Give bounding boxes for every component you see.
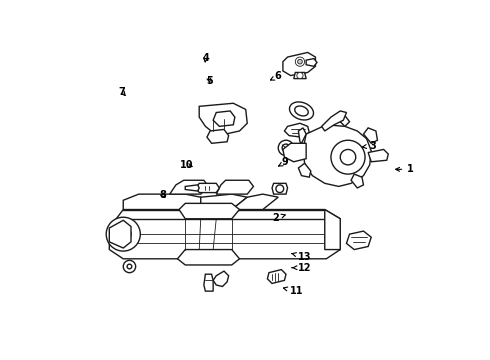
- Polygon shape: [196, 183, 220, 193]
- Polygon shape: [283, 143, 306, 162]
- Text: 7: 7: [119, 87, 125, 97]
- Polygon shape: [325, 210, 340, 249]
- Polygon shape: [285, 123, 309, 137]
- Polygon shape: [199, 103, 247, 134]
- Polygon shape: [298, 128, 306, 143]
- Polygon shape: [321, 111, 346, 131]
- Polygon shape: [283, 53, 316, 76]
- Text: 6: 6: [270, 72, 281, 81]
- Circle shape: [340, 149, 356, 165]
- Circle shape: [331, 140, 365, 174]
- Text: 4: 4: [202, 53, 209, 63]
- Polygon shape: [109, 210, 340, 259]
- Polygon shape: [201, 194, 247, 210]
- Polygon shape: [179, 203, 240, 219]
- Polygon shape: [185, 185, 199, 191]
- Polygon shape: [298, 163, 311, 177]
- Polygon shape: [294, 72, 306, 78]
- Circle shape: [297, 72, 303, 78]
- Circle shape: [278, 140, 294, 156]
- Circle shape: [282, 144, 290, 152]
- Polygon shape: [346, 231, 371, 249]
- Text: 13: 13: [292, 252, 311, 262]
- Polygon shape: [207, 130, 229, 143]
- Circle shape: [106, 217, 140, 251]
- Circle shape: [297, 59, 302, 64]
- Circle shape: [295, 57, 305, 66]
- Text: 1: 1: [395, 164, 414, 174]
- Text: 11: 11: [283, 286, 303, 296]
- Polygon shape: [216, 180, 253, 194]
- Polygon shape: [177, 249, 240, 265]
- Text: 2: 2: [272, 213, 285, 223]
- Polygon shape: [170, 180, 209, 194]
- Text: 10: 10: [180, 160, 194, 170]
- Text: 8: 8: [160, 190, 167, 200]
- Text: 3: 3: [363, 141, 376, 151]
- Polygon shape: [204, 274, 213, 291]
- Circle shape: [127, 264, 132, 269]
- Polygon shape: [232, 194, 278, 210]
- Text: 9: 9: [279, 157, 289, 167]
- Polygon shape: [306, 59, 317, 66]
- Polygon shape: [213, 271, 229, 287]
- Polygon shape: [268, 270, 286, 283]
- Circle shape: [276, 185, 284, 193]
- Text: 12: 12: [292, 263, 311, 273]
- Polygon shape: [368, 149, 388, 162]
- Polygon shape: [213, 111, 235, 126]
- Polygon shape: [303, 125, 371, 186]
- Polygon shape: [123, 194, 201, 210]
- Polygon shape: [109, 220, 131, 248]
- Circle shape: [123, 260, 136, 273]
- Polygon shape: [339, 116, 349, 126]
- Circle shape: [116, 226, 131, 242]
- Polygon shape: [272, 183, 288, 194]
- Polygon shape: [351, 174, 364, 188]
- Text: 5: 5: [206, 76, 213, 86]
- Polygon shape: [364, 128, 377, 143]
